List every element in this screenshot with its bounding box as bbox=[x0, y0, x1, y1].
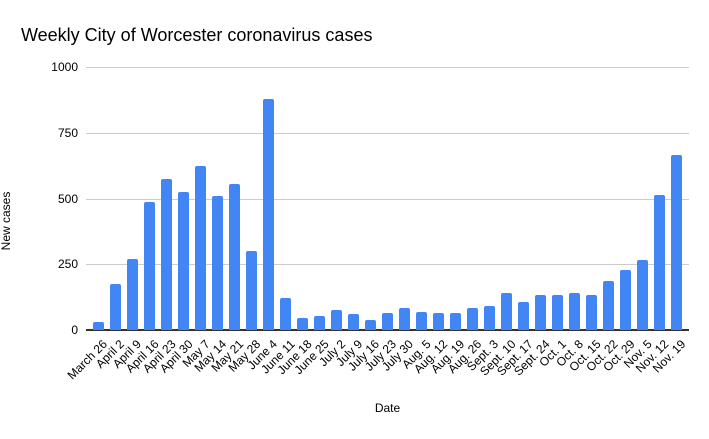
chart-title: Weekly City of Worcester coronavirus cas… bbox=[21, 25, 373, 45]
bar bbox=[620, 269, 631, 330]
bar bbox=[365, 319, 376, 330]
gridline bbox=[86, 132, 689, 134]
bar bbox=[467, 307, 478, 330]
bar bbox=[331, 310, 342, 330]
y-tick-label: 750 bbox=[57, 125, 78, 140]
bar bbox=[93, 322, 104, 330]
bar bbox=[654, 194, 665, 330]
bar bbox=[110, 284, 121, 330]
bar bbox=[586, 294, 597, 330]
x-axis-baseline bbox=[86, 329, 689, 331]
bar bbox=[348, 314, 359, 330]
y-axis-title: New cases bbox=[0, 191, 13, 251]
y-tick-label: 250 bbox=[57, 257, 78, 272]
bar bbox=[569, 293, 580, 330]
bar bbox=[297, 318, 308, 330]
bar bbox=[195, 165, 206, 330]
bar bbox=[229, 184, 240, 330]
gridline bbox=[86, 198, 689, 200]
gridline bbox=[86, 264, 689, 266]
gridline bbox=[86, 67, 689, 68]
bar bbox=[280, 298, 291, 330]
bar bbox=[246, 251, 257, 330]
bar bbox=[144, 202, 155, 330]
bar bbox=[484, 306, 495, 330]
plot-area: 0 250 500 750 1000 March 26 April 2 April 9 Apri… bbox=[51, 60, 689, 382]
bar bbox=[501, 293, 512, 330]
bar bbox=[127, 259, 138, 330]
bar bbox=[263, 98, 274, 330]
bar bbox=[399, 307, 410, 330]
bar bbox=[314, 315, 325, 330]
bar bbox=[433, 312, 444, 330]
bar bbox=[161, 178, 172, 330]
bar bbox=[603, 281, 614, 330]
bar bbox=[382, 312, 393, 330]
bar bbox=[518, 302, 529, 330]
bar bbox=[552, 294, 563, 330]
y-tick-label: 0 bbox=[71, 323, 78, 337]
y-tick-label: 500 bbox=[57, 191, 78, 206]
bar bbox=[416, 311, 427, 330]
x-axis-title: Date bbox=[374, 401, 401, 415]
bar bbox=[450, 312, 461, 330]
bar bbox=[637, 260, 648, 330]
bar bbox=[671, 155, 682, 330]
bar bbox=[212, 195, 223, 330]
y-tick-label: 1000 bbox=[51, 60, 78, 74]
bar bbox=[535, 294, 546, 330]
bar bbox=[178, 191, 189, 330]
